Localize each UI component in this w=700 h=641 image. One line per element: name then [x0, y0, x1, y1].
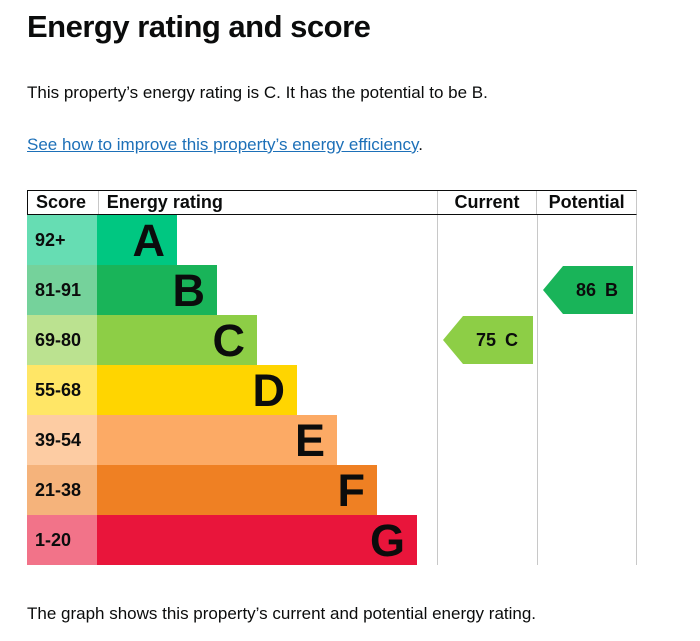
- column-header-score: Score: [36, 192, 87, 212]
- band-bar-d: D: [97, 365, 297, 415]
- improve-efficiency-link[interactable]: See how to improve this property’s energ…: [27, 135, 419, 154]
- page-title: Energy rating and score: [27, 9, 371, 44]
- band-letter-a: A: [132, 214, 166, 266]
- potential-rating-band: B: [605, 279, 619, 300]
- energy-rating-chart: Score Energy rating Current Potential 92…: [27, 190, 637, 565]
- band-row-f: 21-38 F: [27, 465, 464, 515]
- chart-caption: The graph shows this property’s current …: [27, 604, 537, 623]
- band-bar-b: B: [97, 265, 217, 315]
- potential-rating-marker: 86 B: [543, 266, 633, 314]
- band-row-a: 92+ A: [27, 215, 464, 265]
- link-suffix-period: .: [418, 135, 423, 154]
- band-bar-f: F: [97, 465, 377, 515]
- band-bar-e: E: [97, 415, 337, 465]
- score-range-f: 21-38: [27, 465, 97, 515]
- band-row-b: 81-91 B: [27, 265, 464, 315]
- current-rating-marker: 75 C: [443, 316, 533, 364]
- potential-rating-value: 86: [575, 279, 597, 300]
- band-letter-e: E: [294, 414, 325, 466]
- band-letter-b: B: [172, 264, 206, 316]
- rating-summary-text: This property’s energy rating is C. It h…: [27, 83, 488, 102]
- score-range-b: 81-91: [27, 265, 97, 315]
- score-range-e: 39-54: [27, 415, 97, 465]
- band-row-d: 55-68 D: [27, 365, 464, 415]
- band-letter-f: F: [337, 464, 366, 516]
- band-row-g: 1-20 G: [27, 515, 464, 565]
- chart-header-row: Score Energy rating Current Potential: [27, 190, 637, 215]
- band-letter-c: C: [212, 314, 246, 366]
- band-bar-c: C: [97, 315, 257, 365]
- band-bar-a: A: [97, 215, 177, 265]
- score-range-d: 55-68: [27, 365, 97, 415]
- band-row-c: 69-80 C: [27, 315, 464, 365]
- grid-line-current: [437, 215, 438, 565]
- score-range-g: 1-20: [27, 515, 97, 565]
- grid-line-potential: [537, 215, 538, 565]
- improve-link-line: See how to improve this property’s energ…: [27, 135, 423, 155]
- current-rating-band: C: [505, 329, 519, 350]
- band-letter-d: D: [252, 364, 286, 416]
- score-range-a: 92+: [27, 215, 97, 265]
- grid-line-right-edge: [636, 215, 637, 565]
- current-rating-value: 75: [475, 329, 497, 350]
- column-header-energy-rating: Energy rating: [97, 191, 437, 214]
- band-letter-g: G: [369, 514, 405, 566]
- score-range-c: 69-80: [27, 315, 97, 365]
- column-header-potential: Potential: [536, 191, 636, 214]
- band-row-e: 39-54 E: [27, 415, 464, 465]
- band-bar-g: G: [97, 515, 417, 565]
- column-header-current: Current: [436, 191, 537, 214]
